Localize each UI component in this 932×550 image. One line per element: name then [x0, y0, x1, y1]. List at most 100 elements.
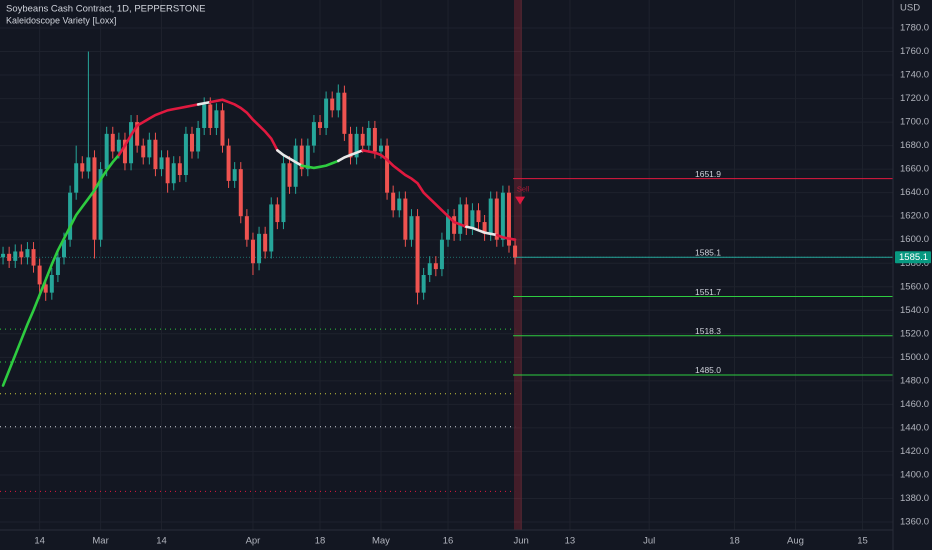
candle-body [183, 133, 188, 176]
y-tick-label: 1720.0 [900, 93, 929, 104]
indicator-line [337, 149, 364, 163]
indicator-line [276, 149, 304, 167]
candle-body [324, 98, 329, 128]
level-label: 1485.0 [695, 365, 721, 375]
levels: 1651.9 1585.1 1551.7 1518.3 1485.0 [0, 169, 893, 492]
indicator-line [117, 103, 200, 157]
candle-body [226, 145, 231, 181]
y-tick-label: 1740.0 [900, 70, 929, 81]
candle-body [378, 145, 383, 152]
candle-body [55, 257, 60, 275]
x-tick-label: 14 [34, 536, 45, 547]
candle-body [452, 216, 457, 234]
sell-marker [515, 196, 526, 205]
last-price-box [895, 251, 931, 264]
bar-highlight [514, 0, 522, 530]
candle-body [171, 163, 176, 184]
candle-body [31, 249, 36, 266]
y-tick-label: 1500.0 [900, 352, 929, 363]
candle-body [62, 239, 67, 258]
y-tick-label: 1580.0 [900, 258, 929, 269]
candle-body [336, 92, 341, 111]
x-tick-label: 13 [565, 536, 576, 547]
candle-body [92, 157, 97, 240]
candle-body [165, 157, 170, 184]
candle-body [25, 249, 30, 258]
x-tick-label: 18 [729, 536, 740, 547]
y-tick-label: 1680.0 [900, 140, 929, 151]
x-tick-label: Mar [92, 536, 108, 547]
candle-body [427, 263, 432, 275]
candle-body [433, 263, 438, 270]
x-tick-label: Jul [643, 536, 655, 547]
candle-body [305, 145, 310, 170]
y-tick-label: 1560.0 [900, 281, 929, 292]
candle-body [202, 104, 207, 128]
y-tick-label: 1540.0 [900, 305, 929, 316]
candle-body [409, 216, 414, 240]
candle-body [513, 245, 518, 258]
candle-body [86, 157, 91, 172]
x-tick-label: Aug [787, 536, 804, 547]
candle-body [263, 233, 268, 252]
indicator-line [1, 153, 121, 387]
candle-body [190, 133, 195, 152]
y-tick-label: 1620.0 [900, 211, 929, 222]
candle-body [7, 253, 12, 261]
y-tick-label: 1700.0 [900, 117, 929, 128]
candle-body [116, 139, 121, 152]
candle-body [269, 204, 274, 252]
indicator-title: Kaleidoscope Variety [Loxx] [6, 15, 116, 25]
candle-body [403, 198, 408, 240]
chart-title: Soybeans Cash Contract, 1D, PEPPERSTONE [6, 4, 205, 15]
candle-body [214, 110, 219, 128]
candle-body [275, 204, 280, 223]
candle-body [293, 145, 298, 187]
candle-body [159, 157, 164, 170]
y-tick-label: 1360.0 [900, 517, 929, 528]
x-tick-label: 14 [156, 536, 167, 547]
candle-body [287, 163, 292, 187]
axes: 1360.0 1380.0 1400.0 1420.0 1440.0 1460.0 1480… [34, 23, 931, 547]
currency-label: USD [900, 3, 920, 14]
candle-body [330, 98, 335, 111]
x-tick-label: Apr [246, 536, 261, 547]
candle-body [360, 133, 365, 146]
indicator-line [495, 233, 517, 242]
candle-body [299, 145, 304, 170]
candle-body [250, 239, 255, 264]
candle-body [446, 216, 451, 240]
candle-body [141, 145, 146, 158]
candle-body [153, 139, 158, 170]
indicator-line [300, 159, 340, 170]
candle-body [104, 133, 109, 170]
candle-body [488, 198, 493, 234]
candle-body [421, 274, 426, 293]
sell-label: Sell [517, 185, 530, 194]
candle-body [385, 145, 390, 193]
candle-body [464, 204, 469, 228]
candle-body [80, 163, 85, 172]
candle-body [43, 284, 48, 293]
y-tick-label: 1400.0 [900, 469, 929, 480]
level-label: 1585.1 [695, 247, 721, 257]
candle-body [397, 198, 402, 211]
x-tick-label: May [372, 536, 390, 547]
candle-body [196, 127, 201, 152]
candle-body [391, 192, 396, 211]
candle-body [19, 251, 24, 258]
indicator-line [209, 98, 279, 152]
y-tick-label: 1420.0 [900, 446, 929, 457]
candle-body [122, 139, 127, 164]
y-tick-label: 1640.0 [900, 187, 929, 198]
candle-body [208, 104, 213, 128]
candle-body [238, 169, 243, 217]
candle-body [68, 192, 73, 240]
candle-body [98, 169, 103, 240]
candle-body [470, 210, 475, 228]
candle-body [49, 274, 54, 293]
indicator-line [465, 225, 499, 237]
indicator: Sell [1, 98, 530, 387]
